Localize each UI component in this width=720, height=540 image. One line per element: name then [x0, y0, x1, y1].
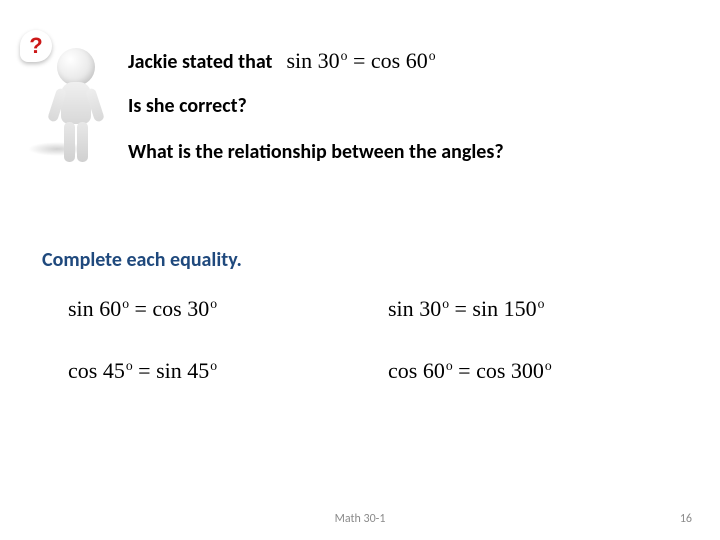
equality-3: cos 45o = sin 45o	[68, 358, 388, 384]
question-bubble-icon: ?	[20, 30, 52, 62]
subheading: Complete each equality.	[42, 248, 242, 272]
slide: ? Jackie stated that sin 30o = cos 60o I…	[0, 0, 720, 540]
footer-course: Math 30-1	[0, 512, 720, 526]
equalities-grid: sin 60o = cos 30o sin 30o = sin 150o cos…	[68, 296, 668, 420]
question-relationship: What is the relationship between the ang…	[128, 140, 688, 164]
statement-line: Jackie stated that sin 30o = cos 60o	[128, 48, 688, 74]
statement-text: Jackie stated that	[128, 50, 272, 74]
intro-text: Jackie stated that sin 30o = cos 60o Is …	[128, 48, 688, 164]
equality-1: sin 60o = cos 30o	[68, 296, 388, 322]
equality-2: sin 30o = sin 150o	[388, 296, 544, 322]
person-icon	[46, 48, 106, 168]
equality-4: cos 60o = cos 300o	[388, 358, 552, 384]
footer-page-number: 16	[680, 512, 692, 526]
equality-row: cos 45o = sin 45o cos 60o = cos 300o	[68, 358, 668, 384]
thinking-figure: ?	[18, 28, 108, 168]
question-mark: ?	[29, 33, 42, 59]
equality-row: sin 60o = cos 30o sin 30o = sin 150o	[68, 296, 668, 322]
intro-equation: sin 30o = cos 60o	[286, 48, 435, 74]
question-is-correct: Is she correct?	[128, 94, 688, 118]
